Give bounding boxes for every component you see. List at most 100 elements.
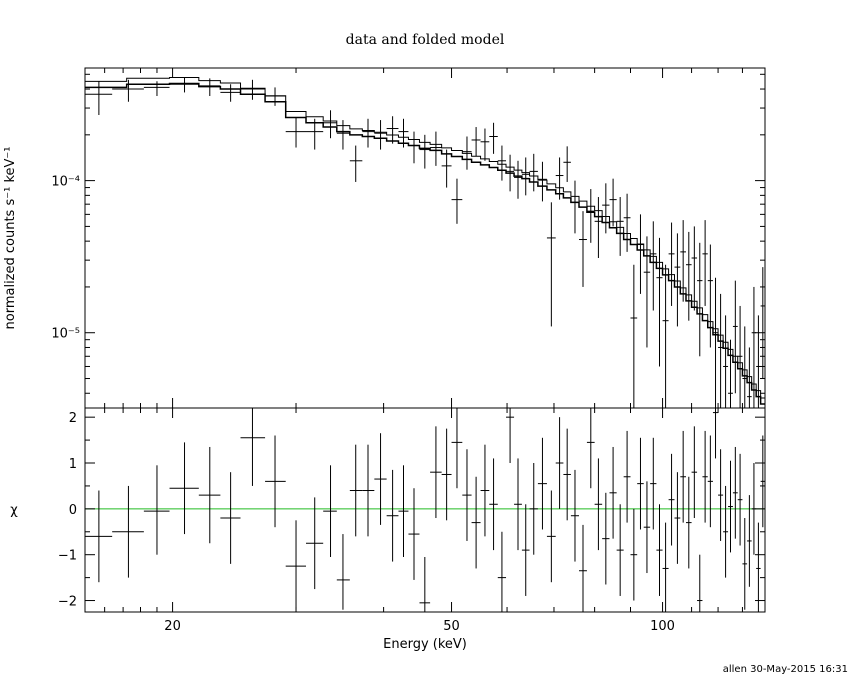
y-tick-label: −2	[58, 595, 77, 610]
residual-point	[643, 481, 651, 574]
data-point	[480, 128, 490, 161]
residual-point	[630, 508, 638, 601]
data-point	[336, 120, 350, 150]
residual-point	[265, 435, 286, 528]
residual-point	[712, 408, 719, 459]
data-point	[623, 193, 631, 252]
residual-point	[408, 488, 420, 580]
data-point	[718, 293, 724, 408]
data-point	[732, 280, 738, 394]
data-point	[285, 117, 307, 148]
data-point	[756, 315, 761, 408]
residual-point	[220, 472, 241, 564]
data-point	[680, 220, 686, 302]
residual-point	[723, 485, 729, 578]
residual-point	[285, 520, 307, 610]
data-point	[674, 233, 681, 327]
data-point	[668, 222, 675, 306]
residual-point	[529, 463, 538, 555]
residual-point	[240, 408, 266, 486]
data-point	[386, 116, 399, 144]
data-point	[112, 79, 144, 102]
residual-point	[497, 531, 507, 612]
data-point	[650, 221, 657, 311]
residual-point	[323, 465, 337, 557]
data-point	[728, 339, 733, 408]
data-point	[609, 178, 617, 227]
data-point	[514, 160, 522, 199]
residual-point	[419, 556, 431, 612]
data-point	[537, 161, 547, 202]
residual-point	[471, 476, 481, 569]
folded-model-histogram	[85, 77, 765, 405]
data-point	[265, 87, 286, 106]
data-point	[408, 131, 420, 164]
data-point	[712, 277, 719, 408]
y-tick-label: −1	[58, 549, 77, 564]
data-point	[594, 197, 603, 258]
residual-point	[609, 446, 617, 539]
residual-point	[430, 426, 442, 519]
data-point	[579, 211, 587, 287]
data-point	[702, 220, 708, 306]
residual-point	[668, 453, 675, 546]
residual-point	[737, 453, 743, 546]
data-point	[85, 81, 113, 116]
data-point	[760, 267, 765, 379]
residual-point	[662, 522, 669, 612]
residual-point	[674, 472, 681, 564]
data-point	[707, 244, 713, 348]
residual-point	[760, 435, 765, 528]
residual-point	[728, 460, 733, 553]
residual-point	[546, 490, 556, 583]
model-step-line	[85, 82, 765, 405]
data-point	[691, 226, 698, 311]
data-point	[306, 118, 324, 150]
data-point	[506, 154, 515, 192]
data-point	[220, 84, 241, 102]
data-point	[747, 347, 752, 408]
data-point	[462, 136, 472, 170]
data-point	[662, 264, 669, 408]
x-tick-label: 20	[164, 619, 181, 634]
residual-point	[198, 446, 221, 544]
residual-point	[742, 518, 748, 610]
residual-point	[85, 490, 113, 583]
data-point	[374, 120, 387, 150]
data-point	[570, 180, 580, 234]
top-axis-ticks: 10⁻⁵ 10⁻⁴	[51, 68, 766, 408]
bottom-y-axis-label: χ	[10, 503, 18, 518]
data-point	[630, 264, 638, 408]
data-point	[697, 242, 703, 357]
y-tick-label: 10⁻⁵	[51, 327, 80, 342]
data-point	[430, 131, 442, 166]
residual-point	[374, 433, 387, 525]
data-point	[471, 127, 481, 157]
bottom-axis-ticks: 20 50 100 −2 −1 0 1 2	[58, 408, 766, 634]
chart-title: data and folded model	[346, 32, 505, 48]
y-tick-label: 0	[69, 503, 77, 518]
x-tick-label: 100	[650, 619, 675, 634]
residual-point	[563, 428, 571, 521]
residual-point	[143, 465, 170, 555]
residual-point	[691, 426, 698, 519]
residual-point	[702, 430, 708, 523]
residual-point	[697, 554, 703, 612]
residual-point	[386, 469, 399, 562]
residual-point	[362, 444, 375, 537]
residual-point	[685, 476, 692, 569]
residual-point	[579, 524, 587, 612]
residual-point	[707, 435, 713, 528]
data-point	[349, 145, 363, 182]
residual-point	[112, 485, 144, 578]
residual-point	[656, 504, 663, 596]
top-panel-frame	[84, 67, 766, 409]
timestamp-footer: allen 30-May-2015 16:31	[723, 664, 848, 675]
bottom-panel: 20 50 100 −2 −1 0 1 2 χ Energy (keV)	[10, 407, 766, 652]
data-point	[489, 122, 498, 154]
y-tick-label: 10⁻⁴	[51, 175, 80, 190]
residual-point	[480, 444, 490, 537]
data-point	[398, 118, 409, 148]
data-point	[656, 237, 663, 367]
residual-point	[623, 430, 631, 523]
